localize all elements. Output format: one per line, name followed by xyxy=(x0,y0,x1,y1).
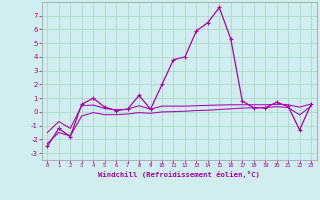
X-axis label: Windchill (Refroidissement éolien,°C): Windchill (Refroidissement éolien,°C) xyxy=(98,171,260,178)
